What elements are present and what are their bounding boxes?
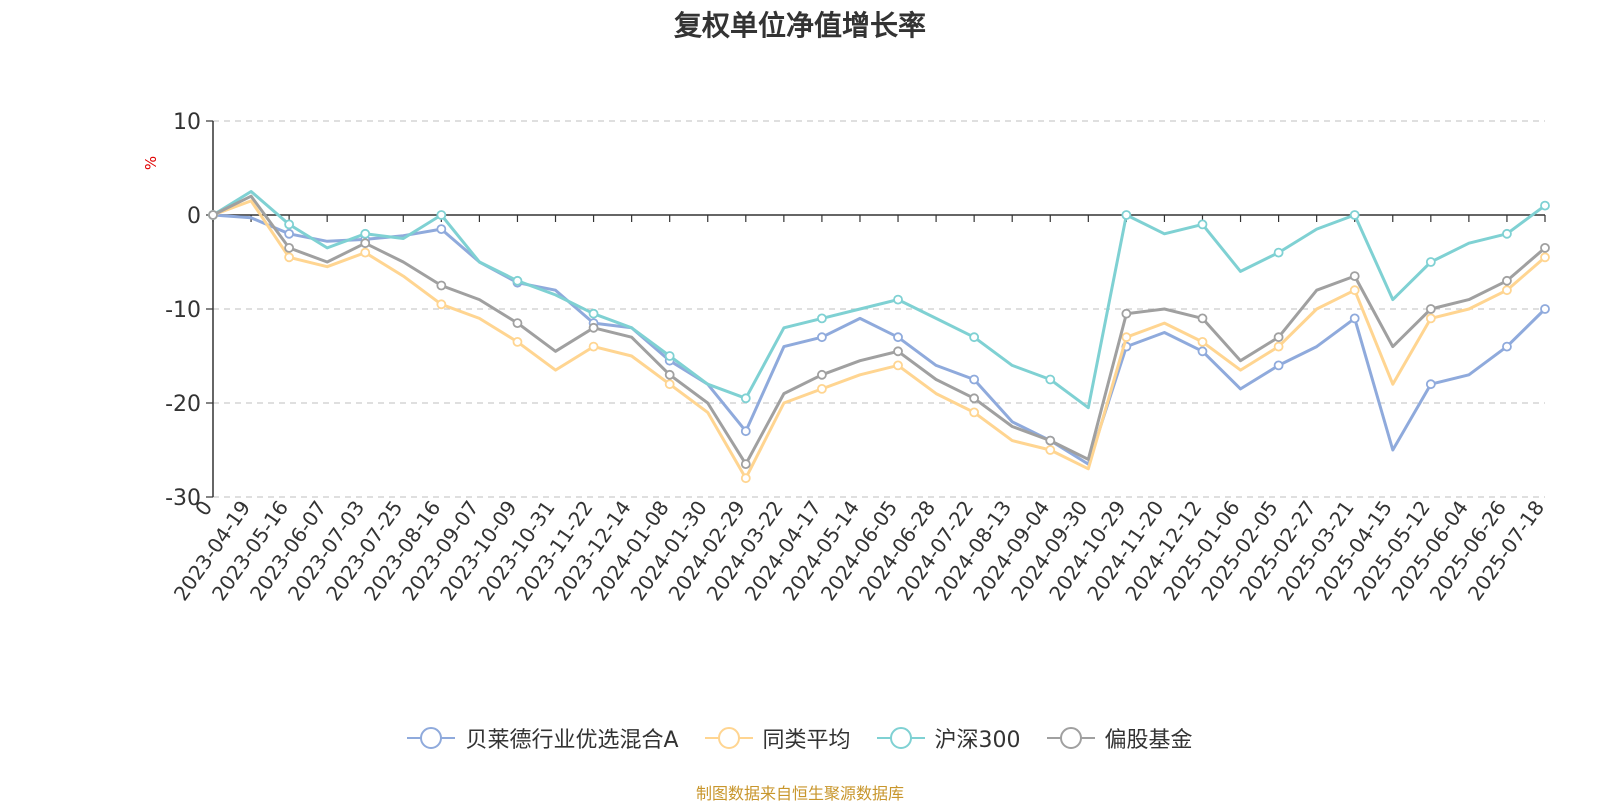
data-point[interactable] [1425,304,1436,314]
data-point[interactable] [817,383,827,394]
y-axis-unit: % [142,156,160,170]
legend-item[interactable]: 贝莱德行业优选混合A [407,722,679,754]
data-point[interactable] [360,228,371,239]
legend-label: 偏股基金 [1104,728,1193,753]
data-point[interactable] [1273,332,1284,343]
data-point[interactable] [512,275,523,286]
data-point[interactable] [1197,313,1208,324]
data-point[interactable] [512,318,523,329]
data-point[interactable] [893,294,903,305]
data-point[interactable] [1045,374,1056,385]
legend-marker-icon [876,727,925,749]
data-point[interactable] [284,242,295,253]
data-point[interactable] [1045,435,1056,446]
series-layer [208,190,1550,484]
data-point[interactable] [1273,360,1284,371]
data-point[interactable] [436,299,447,310]
x-tick-label: 0 [190,496,217,520]
data-point[interactable] [893,346,903,357]
source-note: 制图数据来自恒生聚源数据库 [695,784,904,803]
series-line[interactable] [212,213,1547,466]
data-point[interactable] [1540,304,1550,314]
grid-layer [213,120,1545,498]
data-point[interactable] [1045,445,1056,455]
data-point[interactable] [1540,200,1550,211]
legend-label: 沪深300 [934,728,1021,753]
chart-title: 复权单位净值增长率 [673,9,926,42]
data-point[interactable] [817,332,827,343]
data-point[interactable] [1121,332,1132,343]
legend-marker-icon [407,727,456,749]
data-point[interactable] [588,322,599,333]
data-point[interactable] [284,219,295,230]
y-tick-label: 0 [187,204,201,229]
data-point[interactable] [1425,379,1436,390]
series-line[interactable] [212,194,1546,466]
legend-marker-icon [1046,727,1095,749]
data-point[interactable] [969,407,980,418]
data-point[interactable] [360,247,371,258]
data-point[interactable] [360,238,371,249]
data-point[interactable] [1349,210,1360,220]
legend-item[interactable]: 沪深300 [876,722,1021,754]
data-point[interactable] [740,393,751,404]
data-point[interactable] [436,224,447,235]
data-point[interactable] [817,369,827,380]
data-point[interactable] [1502,341,1512,352]
data-point[interactable] [436,210,447,220]
data-point[interactable] [284,252,295,263]
data-point[interactable] [664,379,675,390]
data-point[interactable] [1273,341,1284,352]
data-point[interactable] [1197,219,1208,230]
data-point[interactable] [1502,228,1512,239]
legend: 贝莱德行业优选混合A 同类平均 沪深300 偏股基金 [0,722,1600,754]
data-point[interactable] [817,313,827,324]
data-point[interactable] [664,351,675,361]
data-point[interactable] [1502,285,1512,296]
data-point[interactable] [284,228,295,239]
y-tick-label: -30 [165,486,201,511]
data-point[interactable] [1425,257,1436,267]
data-point[interactable] [1273,247,1284,258]
data-point[interactable] [664,369,675,380]
data-point[interactable] [893,360,903,371]
data-point[interactable] [969,393,980,404]
data-point[interactable] [740,459,751,470]
data-point[interactable] [1540,242,1550,253]
data-point[interactable] [893,332,903,343]
data-point[interactable] [1502,275,1512,286]
legend-label: 贝莱德行业优选混合A [465,728,679,753]
data-point[interactable] [588,341,599,352]
y-tick-label: -10 [165,298,201,323]
data-point[interactable] [1197,336,1208,347]
data-point[interactable] [1121,308,1132,319]
y-tick-label: -20 [165,392,201,417]
legend-item[interactable]: 同类平均 [704,722,851,754]
data-point[interactable] [436,280,447,291]
data-point[interactable] [588,308,599,319]
data-point[interactable] [1349,271,1360,282]
axis-layer: 100-10-20-3002023-04-192023-05-162023-06… [165,110,1549,605]
series-line[interactable] [212,190,1546,410]
data-point[interactable] [969,332,980,343]
series-line[interactable] [212,199,1546,480]
data-point[interactable] [208,210,218,220]
legend-marker-icon [704,727,753,749]
data-point[interactable] [1349,313,1360,324]
data-point[interactable] [512,336,523,347]
data-point[interactable] [740,426,751,437]
legend-label: 同类平均 [762,728,851,753]
data-point[interactable] [740,473,751,484]
data-point[interactable] [1425,313,1436,324]
data-point[interactable] [1349,285,1360,296]
data-point[interactable] [1121,210,1132,220]
data-point[interactable] [1540,252,1550,263]
data-point[interactable] [969,374,980,385]
data-point[interactable] [1197,346,1208,357]
legend-item[interactable]: 偏股基金 [1046,722,1193,754]
y-tick-label: 10 [173,110,201,135]
